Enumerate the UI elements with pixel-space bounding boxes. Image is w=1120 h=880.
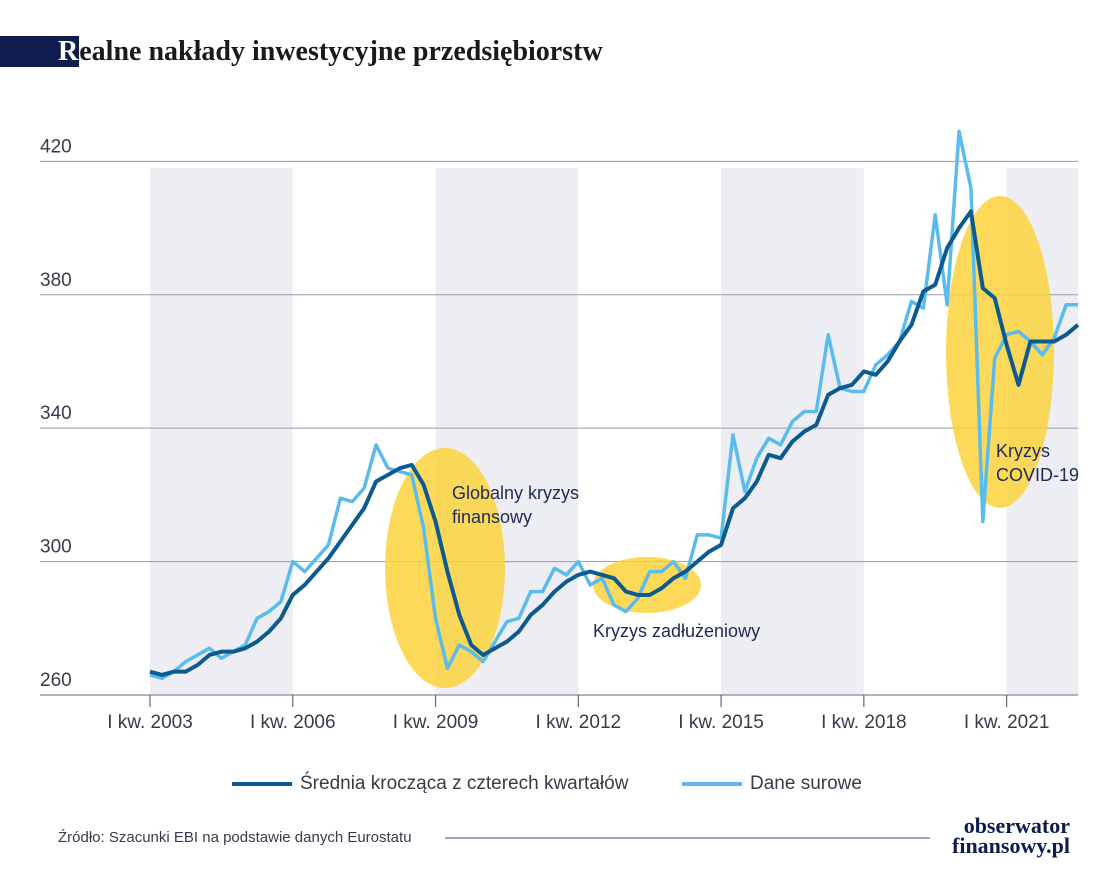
legend-label: Średnia krocząca z czterech kwartałów <box>300 772 629 794</box>
highlight-ellipse <box>593 557 701 613</box>
annotation: Kryzys zadłużeniowy <box>593 621 760 641</box>
y-tick-label: 340 <box>40 403 72 424</box>
y-tick-label: 420 <box>40 136 72 157</box>
x-tick-label: I kw. 2003 <box>107 712 193 733</box>
annotation: COVID-19 <box>996 465 1079 485</box>
x-tick-label: I kw. 2012 <box>536 712 622 733</box>
plot <box>149 129 1080 681</box>
annotation: Globalny kryzys <box>452 483 579 503</box>
logo: finansowy.pl <box>952 833 1070 858</box>
chart-title: Realne nakłady inwestycyjne przedsiębior… <box>58 36 603 67</box>
y-tick-label: 260 <box>40 670 72 691</box>
y-tick-label: 300 <box>40 537 72 558</box>
x-tick-label: I kw. 2018 <box>821 712 907 733</box>
annotation: finansowy <box>452 507 532 527</box>
background <box>40 160 1078 707</box>
shaded-band <box>150 168 293 695</box>
y-tick-label: 380 <box>40 270 72 291</box>
logo: obserwator <box>964 813 1071 838</box>
annotation: Kryzys <box>996 441 1050 461</box>
series-line <box>149 129 1078 681</box>
x-tick-label: I kw. 2021 <box>964 712 1050 733</box>
x-tick-label: I kw. 2015 <box>678 712 764 733</box>
series-line <box>149 209 1080 677</box>
x-tick-label: I kw. 2006 <box>250 712 336 733</box>
shaded-band <box>721 168 864 695</box>
x-tick-label: I kw. 2009 <box>393 712 479 733</box>
source: Źródło: Szacunki EBI na podstawie danych… <box>58 829 412 846</box>
legend-label: Dane surowe <box>750 773 862 794</box>
